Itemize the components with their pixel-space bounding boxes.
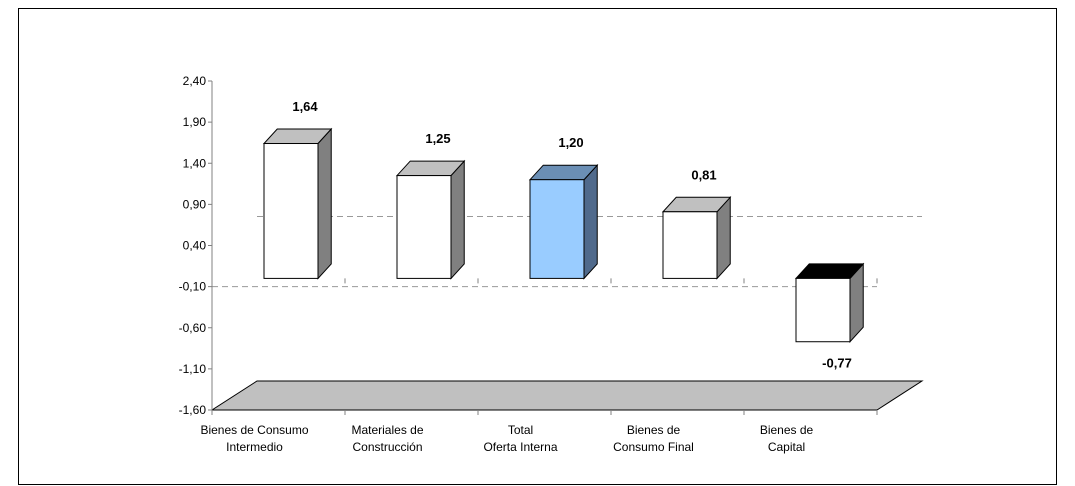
bar-front	[396, 175, 452, 279]
bar-side	[583, 163, 598, 280]
bar	[395, 159, 466, 280]
x-category-label-line: Materiales de	[351, 423, 423, 437]
y-tick-label: -1,60	[179, 403, 207, 417]
x-category-label-line: Intermedio	[226, 440, 283, 454]
bar	[794, 262, 865, 344]
data-label: -0,77	[822, 356, 852, 371]
y-tick-label: 0,40	[183, 239, 207, 253]
data-label: 1,25	[425, 131, 450, 146]
x-category-label-line: Capital	[768, 440, 805, 454]
data-label: 1,20	[558, 135, 583, 150]
bar	[661, 195, 732, 280]
x-category-label: Bienes de Capital	[760, 423, 814, 454]
x-category-label-line: Bienes de	[760, 423, 814, 437]
x-category-label-line: Construcción	[352, 440, 422, 454]
y-tick-label: -1,10	[179, 362, 207, 376]
bar	[262, 127, 333, 280]
x-category-label: Materiales de Construcción	[351, 423, 423, 454]
bar	[528, 163, 599, 280]
x-category-label: Bienes de Consumo Final	[613, 423, 694, 454]
x-category-label-line: Total	[508, 423, 533, 437]
bar-front	[662, 211, 718, 279]
data-label: 1,64	[292, 99, 318, 114]
x-category-label: Bienes de Consumo Intermedio	[200, 423, 308, 454]
x-category-label-line: Oferta Interna	[483, 440, 557, 454]
bar-front	[529, 179, 585, 279]
x-category-label-line: Consumo Final	[613, 440, 694, 454]
y-tick-label: 1,90	[183, 115, 207, 129]
x-category-label-line: Bienes de	[627, 423, 681, 437]
y-tick-label: 2,40	[183, 74, 207, 88]
bar-side	[450, 159, 465, 280]
chart-floor	[210, 380, 924, 411]
x-category-label-line: Bienes de Consumo	[200, 423, 308, 437]
y-tick-label: -0,10	[179, 280, 207, 294]
bar-side	[317, 127, 332, 280]
x-category-label: Total Oferta Interna	[483, 423, 557, 454]
y-tick-label: 0,90	[183, 197, 207, 211]
data-label: 0,81	[691, 167, 716, 182]
bar-front	[263, 143, 319, 279]
bar-front	[795, 277, 851, 343]
y-tick-label: 1,40	[183, 156, 207, 170]
y-tick-label: -0,60	[179, 321, 207, 335]
